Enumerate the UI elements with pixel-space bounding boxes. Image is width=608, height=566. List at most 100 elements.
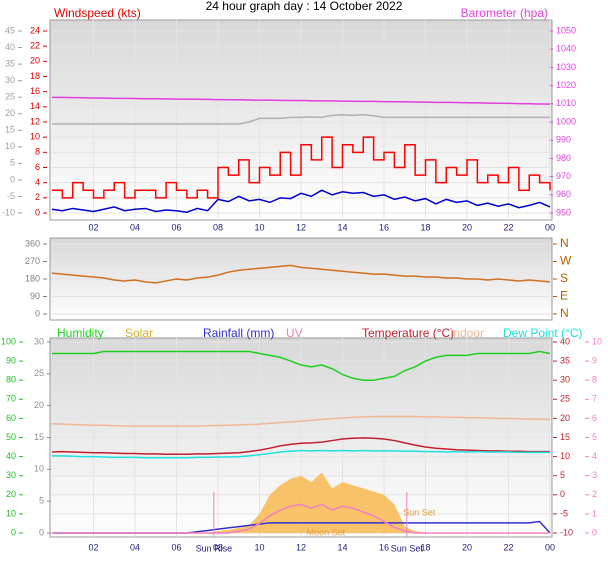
x-tick-label: 10 [254, 222, 264, 232]
y3-tick-label: -5 [7, 191, 15, 201]
y2-tick-label: -10 [560, 527, 573, 537]
y4-tick-label: 2 [592, 489, 597, 499]
y3-tick-label: 20 [34, 400, 44, 410]
y-tick-label: 40 [6, 451, 16, 461]
line [52, 113, 550, 125]
y-tick-label: 270 [25, 256, 40, 266]
x-tick-label: 00 [545, 542, 555, 552]
y4-tick-label: 8 [592, 375, 597, 385]
y3-tick-label: 10 [34, 464, 44, 474]
y2-tick-label: 25 [560, 394, 570, 404]
y3-tick-label: 20 [5, 108, 15, 118]
x-tick-label: 02 [88, 542, 98, 552]
legend-label: UV [286, 326, 303, 340]
x-tick-label: 12 [296, 222, 306, 232]
y4-tick-label: 3 [592, 470, 597, 480]
y2-tick-label: 30 [560, 375, 570, 385]
y3-tick-label: 0 [39, 527, 44, 537]
y4-tick-label: 10 [592, 336, 602, 346]
x-tick-label: 02 [88, 222, 98, 232]
y3-tick-label: 5 [10, 158, 15, 168]
x-tick-label: 06 [171, 542, 181, 552]
y2-tick-label: 1020 [556, 80, 576, 90]
y4-tick-label: 7 [592, 394, 597, 404]
line [51, 437, 550, 456]
y3-tick-label: 30 [34, 336, 44, 346]
x-tick-label: 18 [420, 542, 430, 552]
y2-tick-label: E [560, 289, 568, 303]
x-tick-label: 14 [337, 542, 347, 552]
x-tick-label: 08 [213, 542, 223, 552]
y-tick-label: 6 [35, 162, 40, 172]
x-tick-label: 04 [130, 542, 140, 552]
legend-label: Temperature (°C) [362, 326, 454, 340]
y2-tick-label: 980 [556, 153, 571, 163]
x-tick-label: 08 [213, 222, 223, 232]
y-tick-label: 0 [35, 308, 40, 318]
legend-label: Indoor [450, 326, 484, 340]
y-tick-label: 30 [6, 470, 16, 480]
y2-tick-label: 1030 [556, 62, 576, 72]
y2-tick-label: 35 [560, 355, 570, 365]
legend-label: Solar [125, 326, 153, 340]
y-tick-label: 22 [30, 41, 40, 51]
y2-tick-label: 1050 [556, 25, 576, 35]
annotation: Sun Rise [196, 543, 233, 553]
y2-tick-label: 10 [560, 451, 570, 461]
y3-tick-label: 0 [10, 174, 15, 184]
page-title: 24 hour graph day : 14 October 2022 [206, 0, 403, 13]
y2-tick-label: 1040 [556, 44, 576, 54]
y-tick-label: 360 [25, 238, 40, 248]
y-tick-label: 0 [35, 207, 40, 217]
y3-tick-label: 15 [5, 125, 15, 135]
x-tick-label: 04 [130, 222, 140, 232]
y2-tick-label: 950 [556, 207, 571, 217]
y-tick-label: 4 [35, 177, 40, 187]
y-tick-label: 0 [11, 527, 16, 537]
x-tick-label: 16 [379, 222, 389, 232]
y2-tick-label: -5 [560, 508, 568, 518]
x-tick-label: 22 [503, 222, 513, 232]
line [52, 96, 551, 105]
y4-tick-label: 6 [592, 413, 597, 423]
x-tick-label: 18 [420, 222, 430, 232]
y3-tick-label: 15 [34, 432, 44, 442]
annotation: Sun Set [391, 543, 424, 553]
x-tick-label: 06 [171, 222, 181, 232]
line [52, 136, 551, 199]
x-tick-label: 00 [545, 222, 555, 232]
y2-tick-label: N [560, 236, 569, 250]
y3-tick-label: 10 [5, 141, 15, 151]
y2-tick-label: 990 [556, 135, 571, 145]
line [51, 415, 551, 427]
area [52, 472, 550, 533]
y-tick-label: 90 [6, 355, 16, 365]
legend-label: Dew Point (°C) [503, 326, 582, 340]
y3-tick-label: 35 [5, 58, 15, 68]
y-tick-label: 70 [6, 394, 16, 404]
x-tick-label: 20 [462, 542, 472, 552]
y-tick-label: 90 [30, 291, 40, 301]
x-tick-label: 14 [337, 222, 347, 232]
y4-tick-label: 4 [592, 451, 597, 461]
y2-tick-label: 1000 [556, 116, 576, 126]
x-tick-label: 10 [254, 542, 264, 552]
line [52, 449, 550, 459]
x-tick-label: 22 [503, 542, 513, 552]
y-tick-label: 60 [6, 413, 16, 423]
y-tick-label: 20 [30, 56, 40, 66]
y-tick-label: 10 [30, 132, 40, 142]
y3-tick-label: 5 [39, 496, 44, 506]
y-axis-label: Windspeed (kts) [54, 6, 141, 20]
x-tick-label: 16 [379, 542, 389, 552]
y-tick-label: 12 [30, 116, 40, 126]
legend-label: Humidity [57, 326, 104, 340]
y2-tick-label: 970 [556, 171, 571, 181]
x-tick-label: 20 [462, 222, 472, 232]
y-tick-label: 18 [30, 71, 40, 81]
y2-tick-label: 40 [560, 336, 570, 346]
y-tick-label: 50 [6, 432, 16, 442]
y3-tick-label: 45 [5, 25, 15, 35]
y2-tick-label: 20 [560, 413, 570, 423]
